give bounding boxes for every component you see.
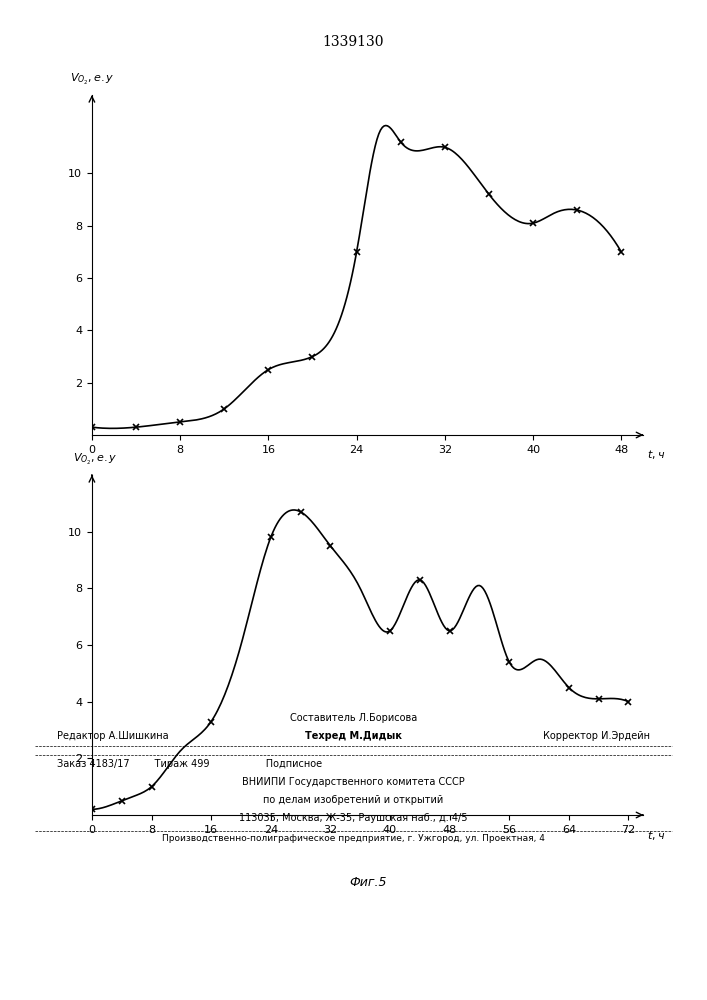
Text: 1339130: 1339130	[323, 35, 384, 49]
Text: Фиг.5: Фиг.5	[349, 876, 387, 889]
Text: Редактор А.Шишкина: Редактор А.Шишкина	[57, 731, 168, 741]
Text: $t, \mathit{ч}$: $t, \mathit{ч}$	[647, 829, 665, 842]
Text: Корректор И.Эрдейн: Корректор И.Эрдейн	[544, 731, 650, 741]
Text: Производственно-полиграфическое предприятие, г. Ужгород, ул. Проектная, 4: Производственно-полиграфическое предприя…	[162, 834, 545, 843]
Text: 113035, Москва, Ж-35, Раушская наб., д. 4/5: 113035, Москва, Ж-35, Раушская наб., д. …	[239, 813, 468, 823]
Text: $V_{O_2}, e.y$: $V_{O_2}, e.y$	[74, 451, 118, 466]
Text: по делам изобретений и открытий: по делам изобретений и открытий	[264, 795, 443, 805]
Text: Заказ 4183/17        Тираж 499                  Подписное: Заказ 4183/17 Тираж 499 Подписное	[57, 759, 322, 769]
Text: Фиг.4: Фиг.4	[349, 496, 387, 509]
Text: $V_{O_2}, e.y$: $V_{O_2}, e.y$	[70, 72, 115, 87]
Text: ВНИИПИ Государственного комитета СССР: ВНИИПИ Государственного комитета СССР	[242, 777, 465, 787]
Text: Составитель Л.Борисова: Составитель Л.Борисова	[290, 713, 417, 723]
Text: $t, \mathit{ч}$: $t, \mathit{ч}$	[647, 448, 665, 461]
Text: Техред М.Дидык: Техред М.Дидык	[305, 731, 402, 741]
